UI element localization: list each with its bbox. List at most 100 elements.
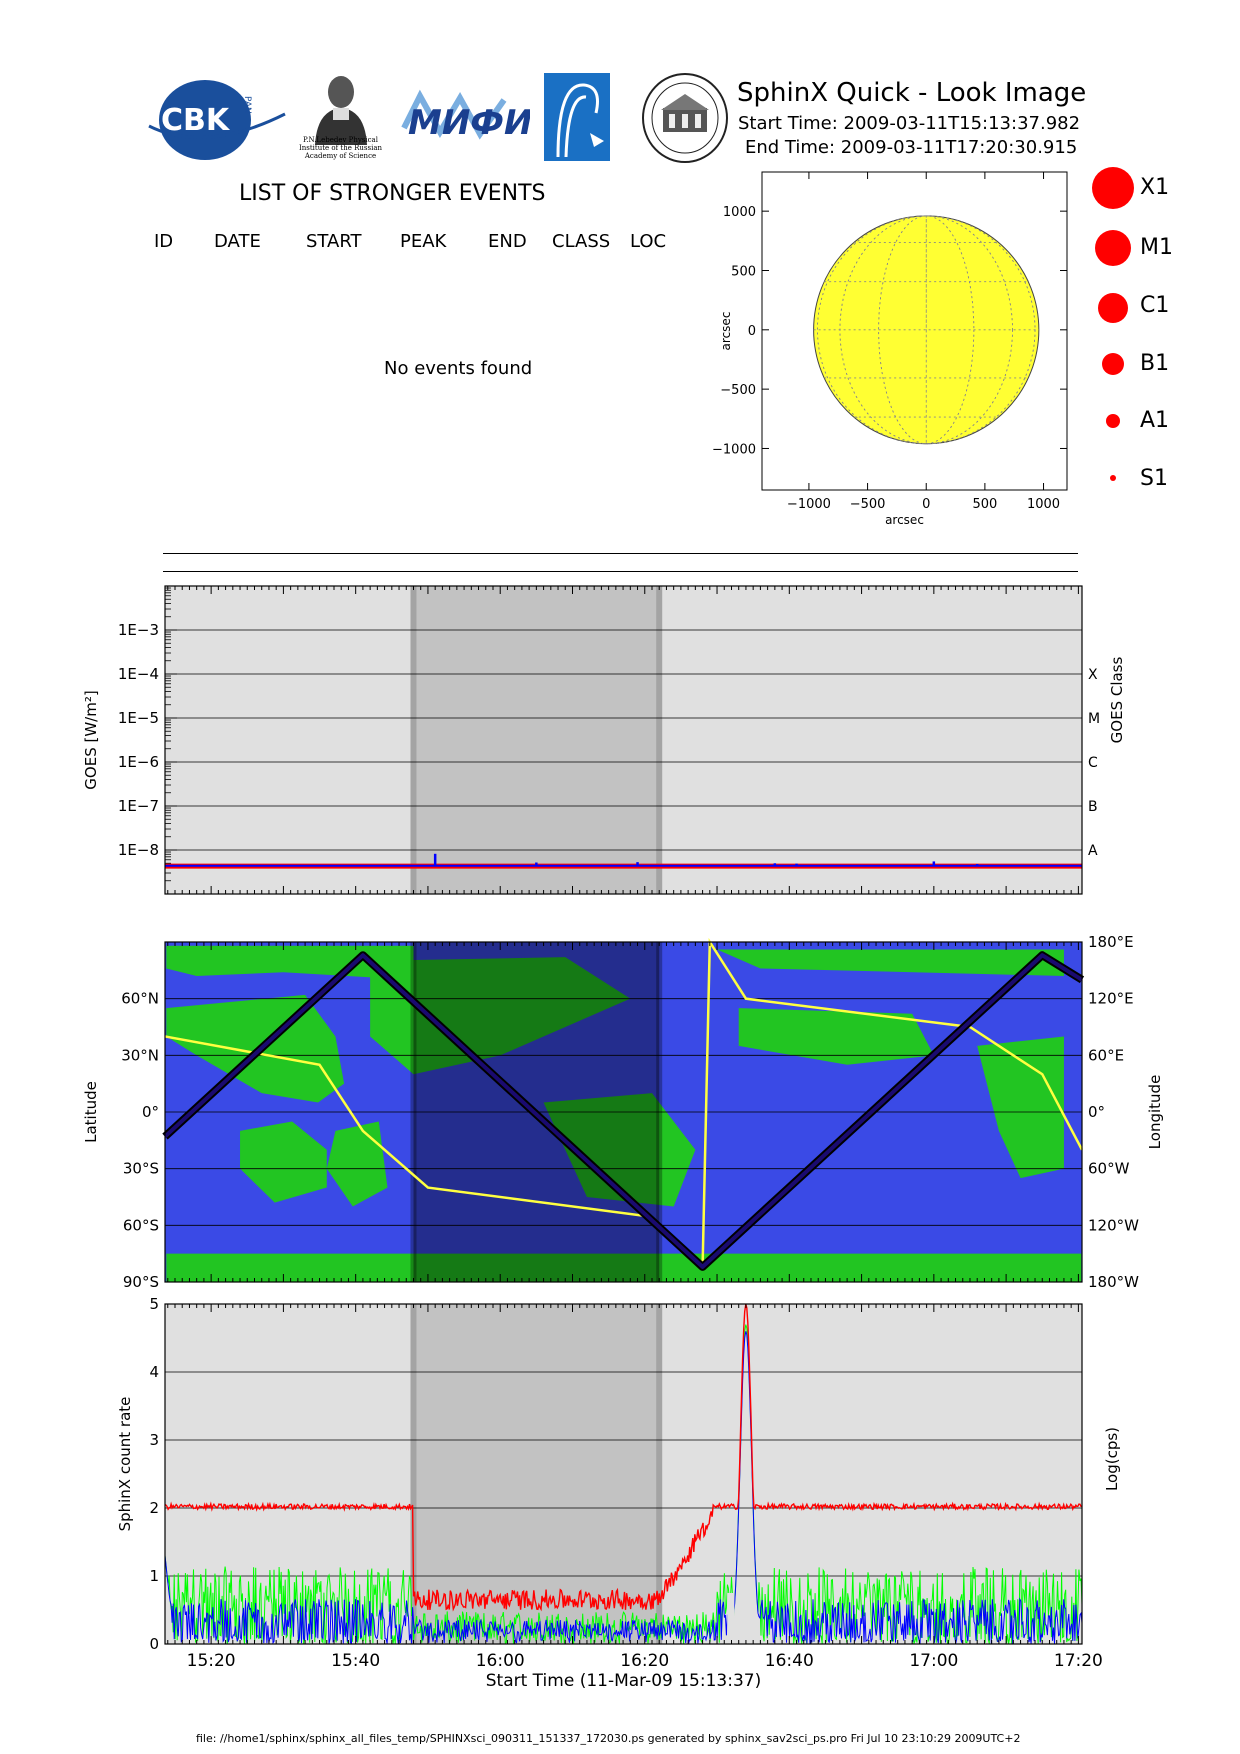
goes-y-tick-label: 1E−3 [118, 621, 159, 639]
sun-y-tick-label: 500 [731, 264, 756, 279]
divider-line [163, 571, 1078, 572]
sun-x-tick-label: 500 [972, 497, 997, 512]
orbit-right-tick-label: 120°E [1088, 990, 1134, 1008]
count-x-tick-label: 17:00 [909, 1651, 958, 1671]
sun-meridian [839, 215, 1013, 445]
orbit-land [166, 945, 414, 980]
sun-x-tick-label: 1000 [1027, 497, 1060, 512]
sun-y-tick-label: −500 [720, 383, 756, 398]
events-title: LIST OF STRONGER EVENTS [239, 181, 546, 206]
flare-legend: X1 M1 C1 B1 A1 S1 [1090, 165, 1200, 505]
goes-y-tick-label: 1E−5 [118, 709, 159, 727]
column-loc: LOC [630, 231, 667, 252]
count-shade-edge [410, 1304, 417, 1644]
count-y-tick-label: 3 [149, 1431, 159, 1449]
page-title: SphinX Quick - Look Image [737, 78, 1087, 108]
legend-label-s1: S1 [1140, 466, 1168, 491]
goes-class-label: M [1088, 711, 1100, 727]
end-time: End Time: 2009-03-11T17:20:30.915 [745, 137, 1078, 158]
count-right-axis-label: Log(cps) [1103, 1427, 1121, 1491]
legend-label-c1: C1 [1140, 293, 1170, 318]
legend-label-b1: B1 [1140, 351, 1170, 376]
cbk-logo-text: CBK [161, 103, 231, 138]
goes-y-tick-label: 1E−6 [118, 753, 159, 771]
count-y-axis-label: SphinX count rate [116, 1397, 134, 1532]
count-series-blue [164, 1331, 1083, 1645]
sun-disk-chart: −1000 −500 0 500 1000 −1000 −500 0 500 1000 arcsec… [712, 171, 1068, 527]
count-y-tick-label: 5 [149, 1295, 159, 1313]
goes-y-tick-label: 1E−8 [118, 841, 159, 859]
orbit-y-tick-label: 0° [142, 1103, 159, 1121]
count-y-tick-label: 2 [149, 1499, 159, 1517]
lebedev-logo-caption: P.N.Lebedev Physical Institute of the Ru… [298, 136, 383, 160]
orbit-right-axis-label: Longitude [1146, 1075, 1164, 1150]
count-shade [413, 1304, 660, 1644]
orbit-y-tick-label: 60°N [121, 990, 159, 1008]
legend-dot-m1 [1095, 230, 1131, 266]
column-class: CLASS [552, 231, 611, 252]
orbit-y-axis-label: Latitude [82, 1081, 100, 1143]
sun-grid [813, 215, 1039, 445]
sun-plot-frame [761, 171, 1068, 491]
orbit-land [543, 1093, 696, 1207]
orbit-land [326, 1121, 388, 1207]
orbit-land [370, 957, 631, 1075]
column-end: END [488, 231, 527, 252]
legend-label-a1: A1 [1140, 408, 1170, 433]
count-data-gap [727, 1593, 735, 1644]
university-seal-logo [642, 73, 728, 163]
goes-frame [164, 585, 1083, 895]
sun-y-tick-label: 1000 [723, 205, 756, 220]
goes-y-axis-label: GOES [W/m²] [82, 690, 100, 789]
sun-y-axis-label: arcsec [719, 312, 733, 351]
sun-x-tick-label: −500 [850, 497, 886, 512]
goes-class-label: C [1088, 755, 1098, 771]
orbit-land [166, 1253, 1082, 1282]
column-start: START [306, 231, 362, 252]
count-frame [164, 1303, 1083, 1645]
no-events-message: No events found [384, 358, 533, 379]
start-time: Start Time: 2009-03-11T15:13:37.982 [738, 113, 1081, 134]
orbit-right-tick-label: 60°W [1088, 1160, 1130, 1178]
legend-dot-a1 [1106, 414, 1120, 428]
institute-emblem-logo [544, 73, 610, 161]
mifi-logo-text: MИФИ [408, 103, 530, 143]
sun-x-axis-label: arcsec [885, 513, 924, 527]
sun-x-tick-label: 0 [922, 497, 930, 512]
legend-dot-x1 [1092, 167, 1134, 209]
orbit-land [977, 1036, 1064, 1179]
divider-line [163, 553, 1078, 554]
legend-dot-c1 [1098, 293, 1128, 323]
count-x-tick-label: 15:20 [187, 1651, 236, 1671]
count-x-tick-label: 17:20 [1054, 1651, 1103, 1671]
legend-label-x1: X1 [1140, 175, 1170, 200]
count-series-red [164, 1304, 1082, 1612]
legend-dot-s1 [1110, 475, 1116, 481]
count-x-tick-label: 16:20 [620, 1651, 669, 1671]
orbit-right-tick-label: 120°W [1088, 1216, 1139, 1234]
column-date: DATE [214, 231, 261, 252]
goes-class-label: A [1088, 843, 1098, 859]
legend-label-m1: M1 [1140, 235, 1173, 260]
cbk-logo: CBK PAN [148, 80, 286, 160]
goes-y-tick-label: 1E−7 [118, 797, 159, 815]
count-x-axis-label: Start Time (11-Mar-09 15:13:37) [486, 1671, 761, 1691]
count-series-green [164, 1324, 1083, 1645]
sun-y-tick-label: 0 [748, 324, 756, 339]
orbit-right-tick-label: 0° [1088, 1103, 1105, 1121]
column-peak: PEAK [400, 231, 447, 252]
orbit-y-tick-label: 90°S [123, 1273, 159, 1291]
sun-x-tick-label: −1000 [787, 497, 831, 512]
goes-shade-edge [410, 586, 417, 894]
legend-dot-b1 [1102, 353, 1124, 375]
goes-right-axis-label: GOES Class [1108, 656, 1126, 743]
orbit-latitude-track [163, 953, 1084, 1269]
orbit-land [240, 1121, 327, 1203]
sun-y-tick-label: −1000 [712, 442, 756, 457]
orbit-right-tick-label: 180°W [1088, 1273, 1139, 1291]
goes-class-label: B [1088, 799, 1098, 815]
file-footer: file: //home1/sphinx/sphinx_all_files_te… [196, 1732, 1021, 1745]
column-id: ID [154, 231, 174, 252]
goes-shade-edge [656, 586, 663, 894]
orbit-y-tick-label: 60°S [123, 1216, 159, 1234]
